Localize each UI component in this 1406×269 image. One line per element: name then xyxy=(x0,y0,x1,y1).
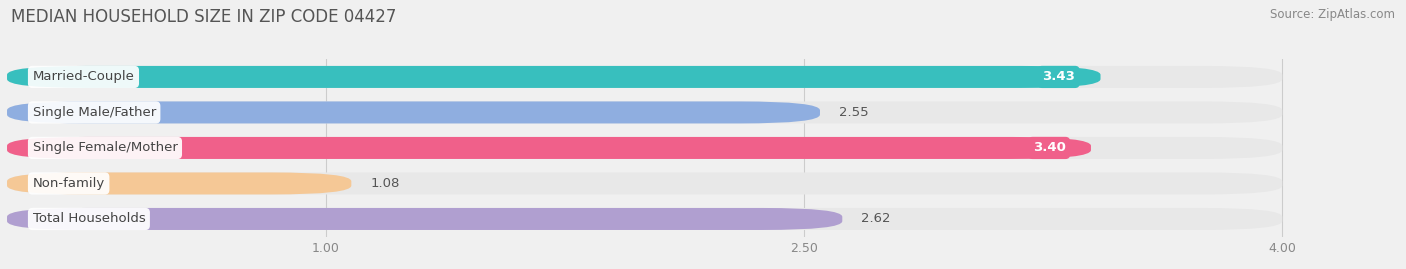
Text: Single Female/Mother: Single Female/Mother xyxy=(32,141,177,154)
FancyBboxPatch shape xyxy=(7,208,842,230)
Text: Total Households: Total Households xyxy=(32,213,145,225)
FancyBboxPatch shape xyxy=(7,66,1101,88)
FancyBboxPatch shape xyxy=(7,172,351,194)
Text: 3.43: 3.43 xyxy=(1042,70,1076,83)
FancyBboxPatch shape xyxy=(7,101,820,123)
Text: Non-family: Non-family xyxy=(32,177,105,190)
Text: 1.08: 1.08 xyxy=(370,177,399,190)
Text: 2.55: 2.55 xyxy=(839,106,869,119)
Text: 2.62: 2.62 xyxy=(862,213,891,225)
FancyBboxPatch shape xyxy=(7,137,1091,159)
Text: Single Male/Father: Single Male/Father xyxy=(32,106,156,119)
FancyBboxPatch shape xyxy=(7,208,1282,230)
Text: Source: ZipAtlas.com: Source: ZipAtlas.com xyxy=(1270,8,1395,21)
Text: MEDIAN HOUSEHOLD SIZE IN ZIP CODE 04427: MEDIAN HOUSEHOLD SIZE IN ZIP CODE 04427 xyxy=(11,8,396,26)
FancyBboxPatch shape xyxy=(7,66,1282,88)
Text: Married-Couple: Married-Couple xyxy=(32,70,135,83)
Text: 3.40: 3.40 xyxy=(1032,141,1066,154)
FancyBboxPatch shape xyxy=(7,101,1282,123)
FancyBboxPatch shape xyxy=(7,172,1282,194)
FancyBboxPatch shape xyxy=(7,137,1282,159)
